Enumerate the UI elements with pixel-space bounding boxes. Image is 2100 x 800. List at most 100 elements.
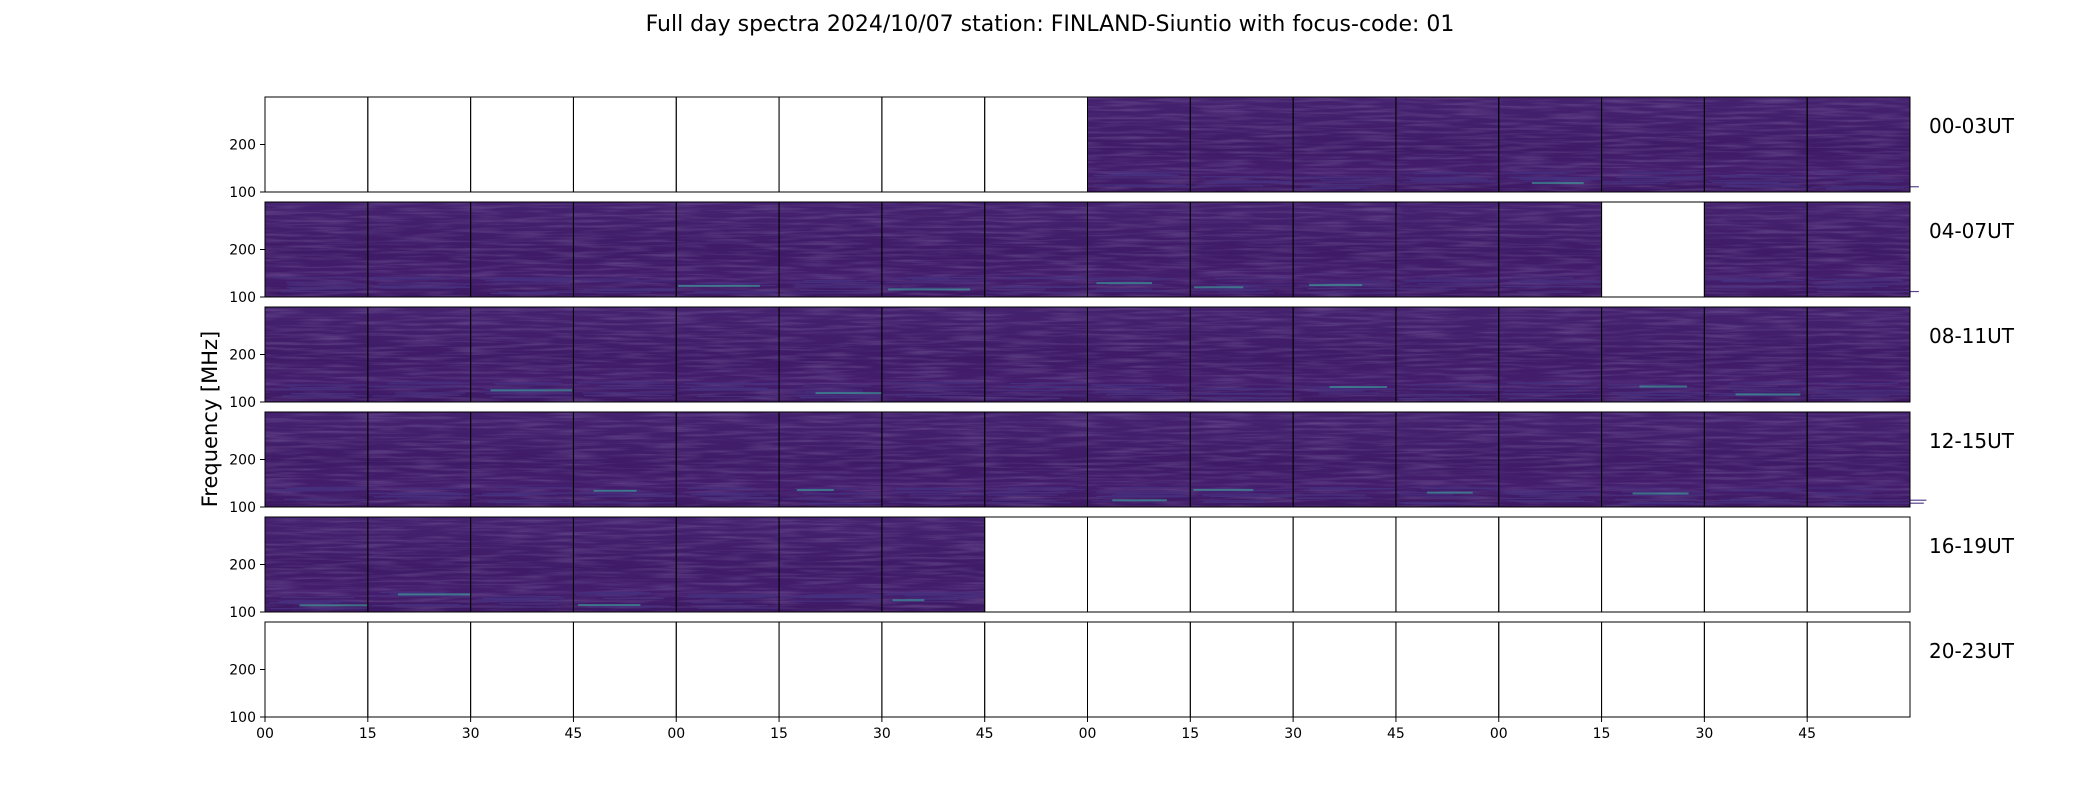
spectrum-panel [470,412,596,507]
spectrum-panel [1190,307,1299,402]
y-tick-label: 100 [229,500,256,516]
spectrum-panel [1293,307,1404,402]
row-label: 08-11UT [1929,324,2015,348]
y-tick-label: 200 [229,558,256,574]
spectrum-panel [1087,307,1191,402]
empty-panel [1704,517,1808,612]
empty-panel [1293,517,1396,612]
y-tick-label: 200 [229,243,256,259]
empty-panel [1293,622,1396,717]
spectrum-panel [470,202,596,297]
spectrum-panel [1293,412,1405,507]
y-tick-label: 200 [229,663,256,679]
spectrum-panel [676,202,780,297]
empty-panel [1498,622,1602,717]
empty-panel [1395,517,1499,612]
y-tick-label: 100 [229,185,256,201]
spectrum-panel [1601,307,1721,402]
panel-frame [1806,201,1911,298]
spectrum-panel [676,517,794,612]
x-tick-label: 00 [256,726,274,742]
empty-panel [367,97,471,192]
spectrum-panel [265,307,380,402]
x-tick-label: 30 [462,726,480,742]
x-tick-label: 15 [1181,726,1199,742]
spectrum-panel [1293,97,1407,192]
panel-frame [1806,516,1911,613]
spectrum-panel [779,412,890,507]
spectrum-panel [779,307,899,402]
spectrum-panel [779,202,899,297]
y-tick-label: 100 [229,395,256,411]
x-tick-label: 30 [1695,726,1713,742]
empty-panel [1601,517,1705,612]
spectrum-panel [881,412,992,507]
y-tick-label: 100 [229,710,256,726]
spectrum-panel [984,412,1088,507]
spectrum-panel [984,307,1108,402]
spectrum-panel [1293,202,1408,297]
spectrum-panel [779,517,895,612]
empty-panel [1190,622,1294,717]
empty-panel [984,517,1088,612]
empty-panel [881,622,985,717]
empty-panel [1498,517,1602,612]
spectrum-panel [676,307,796,402]
spectrum-panel [1395,202,1512,297]
spectrum-panel [1087,97,1203,192]
empty-panel [984,622,1088,717]
spectrum-panel [573,517,677,612]
spectrum-panel [1807,412,1927,507]
empty-panel [676,97,780,192]
x-tick-label: 15 [1593,726,1611,742]
spectrum-panel [1807,202,1919,297]
x-tick-label: 45 [1387,726,1405,742]
x-tick-label: 30 [873,726,891,742]
spectrum-panel [1601,412,1723,507]
x-tick-label: 15 [770,726,788,742]
row-label: 20-23UT [1929,639,2015,663]
y-tick-label: 100 [229,605,256,621]
spectrum-panel [573,307,686,402]
empty-panel [265,622,368,717]
y-tick-label: 200 [229,453,256,469]
empty-panel [984,97,1088,192]
spectrum-panel [1704,202,1808,297]
spectrum-panel [676,412,789,507]
empty-panel [1087,622,1191,717]
spectrum-panel [265,412,388,507]
empty-panel [881,97,985,192]
spectrum-panel [367,517,479,612]
x-tick-label: 15 [359,726,377,742]
spectrum-panel [984,202,1101,297]
empty-panel [1807,517,1910,612]
row-label: 12-15UT [1929,429,2015,453]
empty-panel [573,622,677,717]
spectrum-panel [1601,97,1720,192]
spectrum-panel [367,202,480,297]
empty-panel [1704,622,1808,717]
empty-panel [1087,517,1191,612]
x-tick-label: 30 [1284,726,1302,742]
spectrum-panel [1395,97,1508,192]
x-tick-label: 45 [976,726,994,742]
empty-panel [1807,622,1910,717]
spectrum-panel [367,307,484,402]
empty-panel [573,97,677,192]
spectrum-panel [367,412,491,507]
spectrum-panel [1498,307,1606,402]
spectrum-panel [470,517,574,612]
empty-panel [1601,622,1705,717]
y-tick-label: 200 [229,348,256,364]
empty-panel [1601,202,1705,297]
spectrum-panel [1190,412,1312,507]
spectrum-panel [1704,412,1820,507]
spectrum-panel [1704,307,1815,402]
panel-frame [1806,96,1911,193]
spectrum-panel [881,202,997,297]
spectrum-panel [881,307,987,402]
x-tick-label: 45 [565,726,583,742]
x-tick-label: 00 [1079,726,1097,742]
empty-panel [367,622,471,717]
spectrum-panel [1087,412,1215,507]
